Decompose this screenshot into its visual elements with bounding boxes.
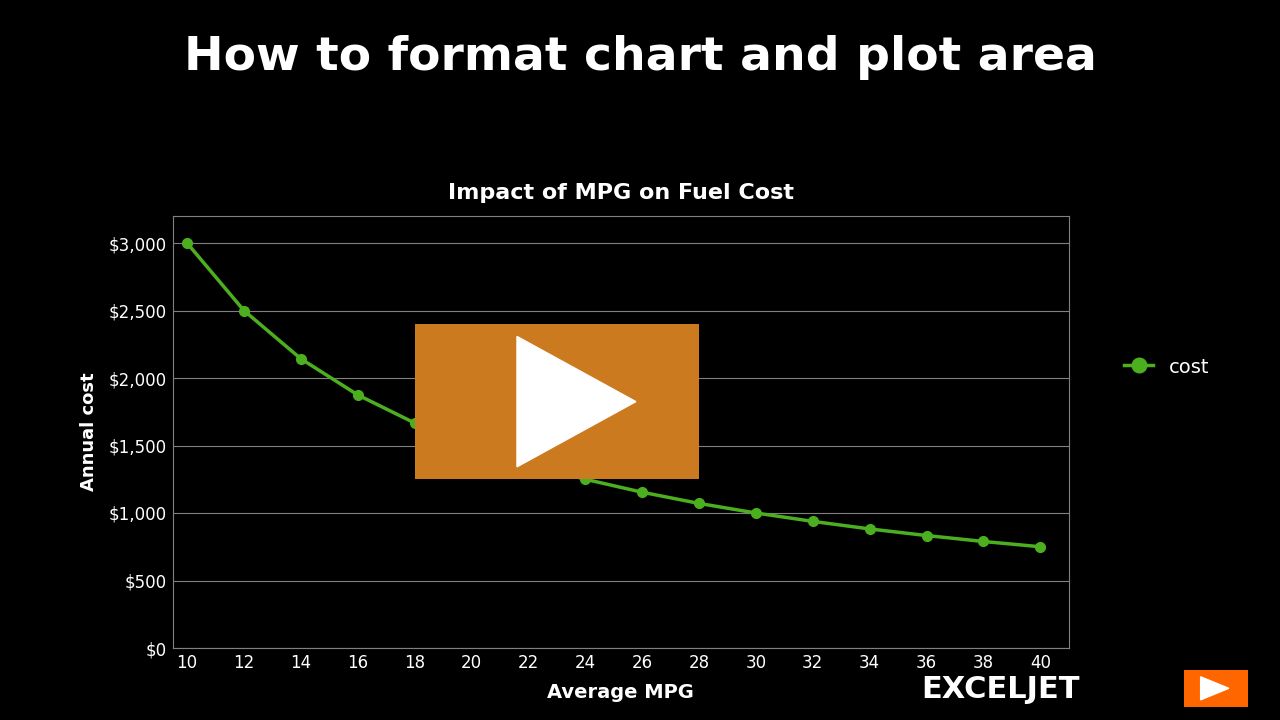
cost	[749, 508, 764, 517]
cost	[237, 306, 252, 315]
cost	[805, 517, 820, 526]
cost	[919, 531, 934, 540]
cost	[179, 239, 195, 248]
X-axis label: Average MPG: Average MPG	[548, 683, 694, 702]
cost	[691, 499, 707, 508]
cost	[293, 354, 308, 363]
cost	[635, 488, 650, 497]
cost	[1033, 542, 1048, 551]
cost	[349, 390, 365, 399]
Text: How to format chart and plot area: How to format chart and plot area	[183, 35, 1097, 80]
Bar	[415, 324, 699, 480]
Text: EXCELJET: EXCELJET	[922, 675, 1080, 704]
cost	[463, 441, 479, 450]
Legend: cost: cost	[1115, 348, 1219, 387]
Polygon shape	[517, 336, 636, 467]
cost	[407, 418, 422, 427]
Y-axis label: Annual cost: Annual cost	[81, 373, 99, 491]
cost	[521, 459, 536, 468]
cost	[577, 475, 593, 484]
cost	[975, 537, 991, 546]
cost	[861, 525, 877, 534]
Line: cost: cost	[182, 238, 1046, 552]
Title: Impact of MPG on Fuel Cost: Impact of MPG on Fuel Cost	[448, 184, 794, 203]
